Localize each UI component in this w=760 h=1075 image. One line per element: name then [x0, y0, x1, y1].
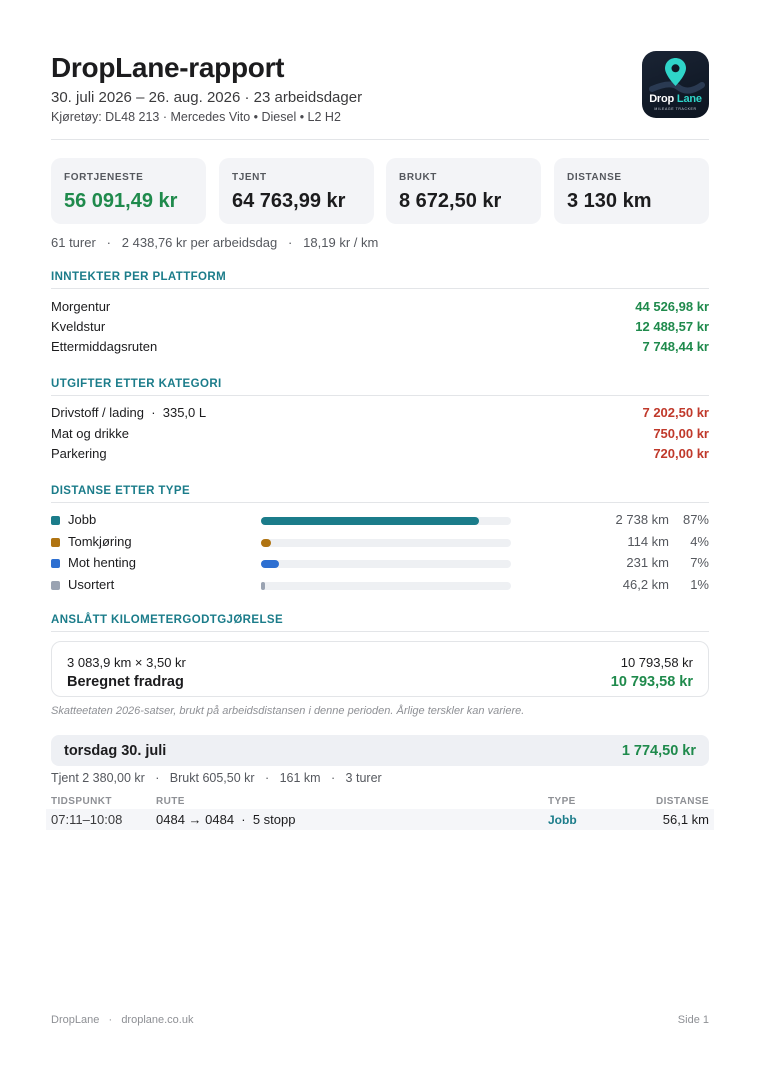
distance-row: Mot henting 231 km 7% [51, 555, 709, 575]
stat-cards: FORTJENESTE 56 091,49 kr TJENT 64 763,99… [51, 158, 709, 224]
footer-brand: DropLane · droplane.co.uk [51, 1014, 194, 1026]
income-row: Ettermiddagsruten 7 748,44 kr [51, 339, 709, 359]
report-title: DropLane-rapport [51, 52, 285, 83]
expense-value: 7 202,50 kr [642, 405, 709, 420]
expense-label: Mat og drikke [51, 426, 130, 441]
day-name: torsdag 30. juli [64, 743, 167, 759]
mileage-calculation-value: 10 793,58 kr [620, 655, 693, 670]
stat-card-value: 56 091,49 kr [64, 190, 178, 212]
expenses-section-title: UTGIFTER ETTER KATEGORI [51, 378, 709, 396]
legend-swatch [51, 538, 60, 547]
income-row: Kveldstur 12 488,57 kr [51, 319, 709, 339]
stat-card-value: 3 130 km [567, 190, 652, 212]
distance-bar-track [261, 582, 511, 590]
distance-km: 231 km [626, 555, 669, 570]
trip-distance: 56,1 km [662, 812, 709, 827]
mileage-box: 3 083,9 km × 3,50 kr 10 793,58 kr Beregn… [51, 641, 709, 697]
distance-bar-fill [261, 517, 479, 525]
vehicle-info: Kjøretøy: DL48 213 · Mercedes Vito • Die… [51, 110, 341, 124]
stat-card-label: BRUKT [399, 172, 437, 183]
column-header-distance: DISTANSE [655, 796, 709, 807]
logo-wordmark: Drop Lane [642, 93, 709, 105]
expense-row: Mat og drikke 750,00 kr [51, 426, 709, 446]
column-header-time: TIDSPUNKT [51, 796, 112, 807]
stat-card-label: FORTJENESTE [64, 172, 144, 183]
distance-row: Tomkjøring 114 km 4% [51, 534, 709, 554]
expense-row: Drivstoff / lading · 335,0 L 7 202,50 kr [51, 405, 709, 425]
income-row: Morgentur 44 526,98 kr [51, 299, 709, 319]
distance-percent: 7% [690, 555, 709, 570]
expense-value: 720,00 kr [653, 446, 709, 461]
trip-route: 0484 → 0484 · 5 stopp [156, 812, 296, 827]
income-label: Kveldstur [51, 319, 106, 334]
expense-row: Parkering 720,00 kr [51, 446, 709, 466]
distance-type-label: Tomkjøring [68, 534, 132, 549]
day-header: torsdag 30. juli 1 774,50 kr [51, 735, 709, 766]
report-period: 30. juli 2026 – 26. aug. 2026 · 23 arbei… [51, 89, 363, 106]
legend-swatch [51, 559, 60, 568]
expense-label: Parkering [51, 446, 107, 461]
distance-km: 2 738 km [615, 512, 669, 527]
mileage-calculation: 3 083,9 km × 3,50 kr [67, 655, 186, 670]
logo-word-drop: Drop [649, 93, 675, 105]
distance-bar-fill [261, 560, 279, 568]
stat-card-value: 8 672,50 kr [399, 190, 502, 212]
income-label: Ettermiddagsruten [51, 339, 158, 354]
trip-time: 07:11–10:08 [51, 812, 123, 827]
distance-type-label: Usortert [68, 577, 115, 592]
column-header-route: RUTE [156, 796, 185, 807]
report-header: DropLane-rapport 30. juli 2026 – 26. aug… [51, 51, 709, 140]
stat-card-spent: BRUKT 8 672,50 kr [386, 158, 541, 224]
stat-card-label: TJENT [232, 172, 267, 183]
droplane-logo: Drop Lane MILEAGE TRACKER [642, 51, 709, 118]
expense-label: Drivstoff / lading · 335,0 L [51, 405, 207, 420]
distance-section-title: DISTANSE ETTER TYPE [51, 485, 709, 503]
distance-percent: 4% [690, 534, 709, 549]
day-total: 1 774,50 kr [621, 743, 696, 759]
distance-percent: 87% [682, 512, 709, 527]
mileage-note: Skatteetaten 2026-satser, brukt på arbei… [51, 705, 525, 717]
period-summary: 61 turer · 2 438,76 kr per arbeidsdag · … [51, 235, 379, 250]
logo-word-lane: Lane [676, 93, 702, 105]
stat-card-earned: TJENT 64 763,99 kr [219, 158, 374, 224]
table-row [46, 809, 714, 830]
stat-card-distance: DISTANSE 3 130 km [554, 158, 709, 224]
distance-bar-fill [261, 539, 271, 547]
mileage-section-title: ANSLÅTT KILOMETERGODTGJØRELSE [51, 614, 709, 632]
distance-bar-track [261, 560, 511, 568]
income-value: 12 488,57 kr [635, 319, 709, 334]
logo-tagline: MILEAGE TRACKER [654, 107, 697, 111]
expense-value: 750,00 kr [653, 426, 709, 441]
distance-type-label: Jobb [68, 512, 97, 527]
stat-card-value: 64 763,99 kr [232, 190, 346, 212]
income-label: Morgentur [51, 299, 111, 314]
income-value: 7 748,44 kr [642, 339, 709, 354]
trip-type: Jobb [548, 813, 577, 827]
distance-percent: 1% [690, 577, 709, 592]
distance-row: Jobb 2 738 km 87% [51, 512, 709, 532]
distance-bar-track [261, 539, 511, 547]
legend-swatch [51, 516, 60, 525]
stat-card-label: DISTANSE [567, 172, 622, 183]
distance-row: Usortert 46,2 km 1% [51, 577, 709, 597]
distance-km: 114 km [627, 534, 669, 549]
map-pin-icon [649, 58, 705, 94]
distance-km: 46,2 km [622, 577, 669, 592]
income-section-title: INNTEKTER PER PLATTFORM [51, 271, 709, 289]
distance-bar-track [261, 517, 511, 525]
stat-card-profit: FORTJENESTE 56 091,49 kr [51, 158, 206, 224]
day-summary: Tjent 2 380,00 kr · Brukt 605,50 kr · 16… [51, 771, 382, 785]
income-value: 44 526,98 kr [635, 299, 709, 314]
deduction-value: 10 793,58 kr [610, 674, 693, 690]
deduction-label: Beregnet fradrag [67, 674, 184, 690]
footer-page-number: Side 1 [677, 1014, 709, 1026]
distance-type-label: Mot henting [68, 555, 136, 570]
legend-swatch [51, 581, 60, 590]
distance-bar-fill [261, 582, 265, 590]
column-header-type: TYPE [548, 796, 576, 807]
